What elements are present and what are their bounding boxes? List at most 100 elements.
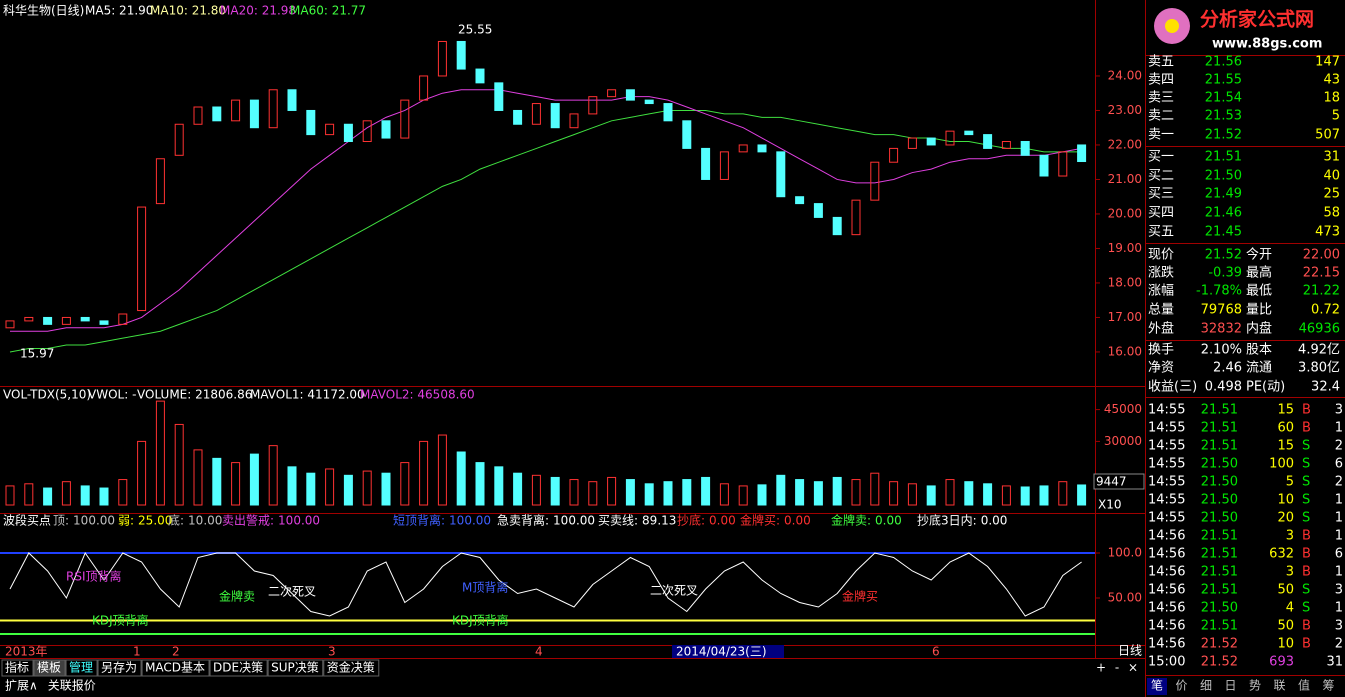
high-label: 25.55 [458,23,492,37]
right-tab[interactable]: 联 [1273,679,1285,693]
trade-volume: 100 [1269,457,1294,472]
candle [1058,151,1068,177]
ma20-line [10,89,1082,332]
candle [362,120,372,143]
trade-count: 2 [1335,439,1343,454]
signal-label: M顶背离 [462,580,508,595]
indicator-value: 0.00 [709,514,736,528]
tab[interactable]: 指标 [1,659,34,677]
quote-value: 79768 [1201,303,1242,318]
trade-count: 1 [1335,601,1343,616]
quote-value: -1.78% [1196,284,1242,299]
candle [437,40,447,77]
tab[interactable]: MACD基本 [141,659,210,677]
tab[interactable]: 另存为 [97,659,142,677]
volume-bar [926,485,936,506]
volume-bar [682,479,692,506]
zoom-button[interactable]: + [1096,661,1106,675]
bottom-tab[interactable]: 关联报价 [48,678,96,693]
right-tab[interactable]: 值 [1298,678,1310,693]
tab[interactable]: SUP决策 [267,659,324,677]
quote-value: 2.10% [1201,343,1242,358]
y-tick-label: 16.00 [1108,344,1142,358]
tab[interactable]: 模板 [33,659,66,677]
tab[interactable]: DDE决策 [209,659,268,677]
indicator-value: 0.00 [784,514,811,528]
trade-price: 21.51 [1201,529,1238,544]
bottom-tab[interactable]: 扩展∧ [5,679,38,693]
right-tab[interactable]: 细 [1200,679,1212,693]
book-volume: 25 [1323,187,1340,202]
volume-bar [325,468,335,506]
tab[interactable]: 资金决策 [323,659,380,677]
candle [983,134,993,149]
date-label: 2013年 [5,645,48,659]
volume-bar [137,440,147,506]
tab[interactable]: 管理 [65,659,98,677]
candle [832,216,842,236]
candle [531,103,541,125]
tab-box [33,659,66,677]
volume-label: MAVOL1: 41172.00 [250,388,365,402]
date-label: 6 [932,645,940,659]
candle [80,316,90,322]
box-label: 9447 [1096,475,1127,489]
trade-count: 2 [1335,475,1343,490]
trade-time: 14:55 [1148,439,1185,454]
trade-volume: 5 [1286,475,1294,490]
signal-label: 金牌买 [842,589,878,604]
indicator-name: 短顶背离: [393,513,445,528]
trade-count: 3 [1335,619,1343,634]
quote-value: 2.46 [1213,361,1242,376]
trade-price: 21.50 [1201,457,1238,472]
volume-bar [306,472,316,506]
volume-bar [851,479,861,506]
right-tab[interactable]: 势 [1249,679,1261,693]
trade-volume: 4 [1286,601,1294,616]
tab-box [209,659,268,677]
tab-box [323,659,380,677]
volume-bar [625,479,635,506]
ma60-line [9,109,1082,353]
quote-label: 净资 [1148,361,1174,376]
right-tab[interactable]: 筹 [1322,679,1334,693]
book-volume: 507 [1315,128,1340,143]
zoom-button[interactable]: - [1115,661,1119,675]
candle [625,89,635,101]
indicator-value: 100.00 [449,514,491,528]
box-label: X10 [1098,498,1122,512]
candle [550,103,560,129]
quote-label: 流通 [1246,361,1272,376]
signal-label: KDJ顶背离 [452,613,509,628]
trade-count: 3 [1335,403,1343,418]
volume-bar [607,476,617,506]
volume-bar [776,474,786,506]
indicator-value: 0.00 [875,514,902,528]
candle [851,199,861,236]
zoom-button[interactable]: × [1128,661,1138,675]
signal-label: 二次死叉 [650,584,698,598]
volume-label: VWOL: - [88,388,136,402]
indicator-name: 弱: [118,514,134,528]
candle [1001,141,1011,149]
book-label: 卖五 [1148,55,1174,70]
indicator-value: 100.00 [278,514,320,528]
volume-bar [531,474,541,506]
trade-time: 14:56 [1148,583,1185,598]
right-tab[interactable]: 日 [1224,679,1236,693]
right-tab[interactable]: 笔 [1151,678,1163,693]
candle [249,99,259,129]
candle [24,316,34,322]
box [1093,473,1145,490]
volume-bar [212,457,222,506]
signal-label: KDJ顶背离 [92,613,149,628]
candle [137,206,147,312]
quote-label: 内盘 [1246,321,1272,337]
quote-value: 0.498 [1205,380,1242,395]
right-tab[interactable]: 价 [1175,679,1187,693]
tab-box [141,659,210,677]
trade-volume: 60 [1277,421,1294,436]
trade-side: B [1302,637,1311,652]
trade-side: S [1302,601,1310,616]
